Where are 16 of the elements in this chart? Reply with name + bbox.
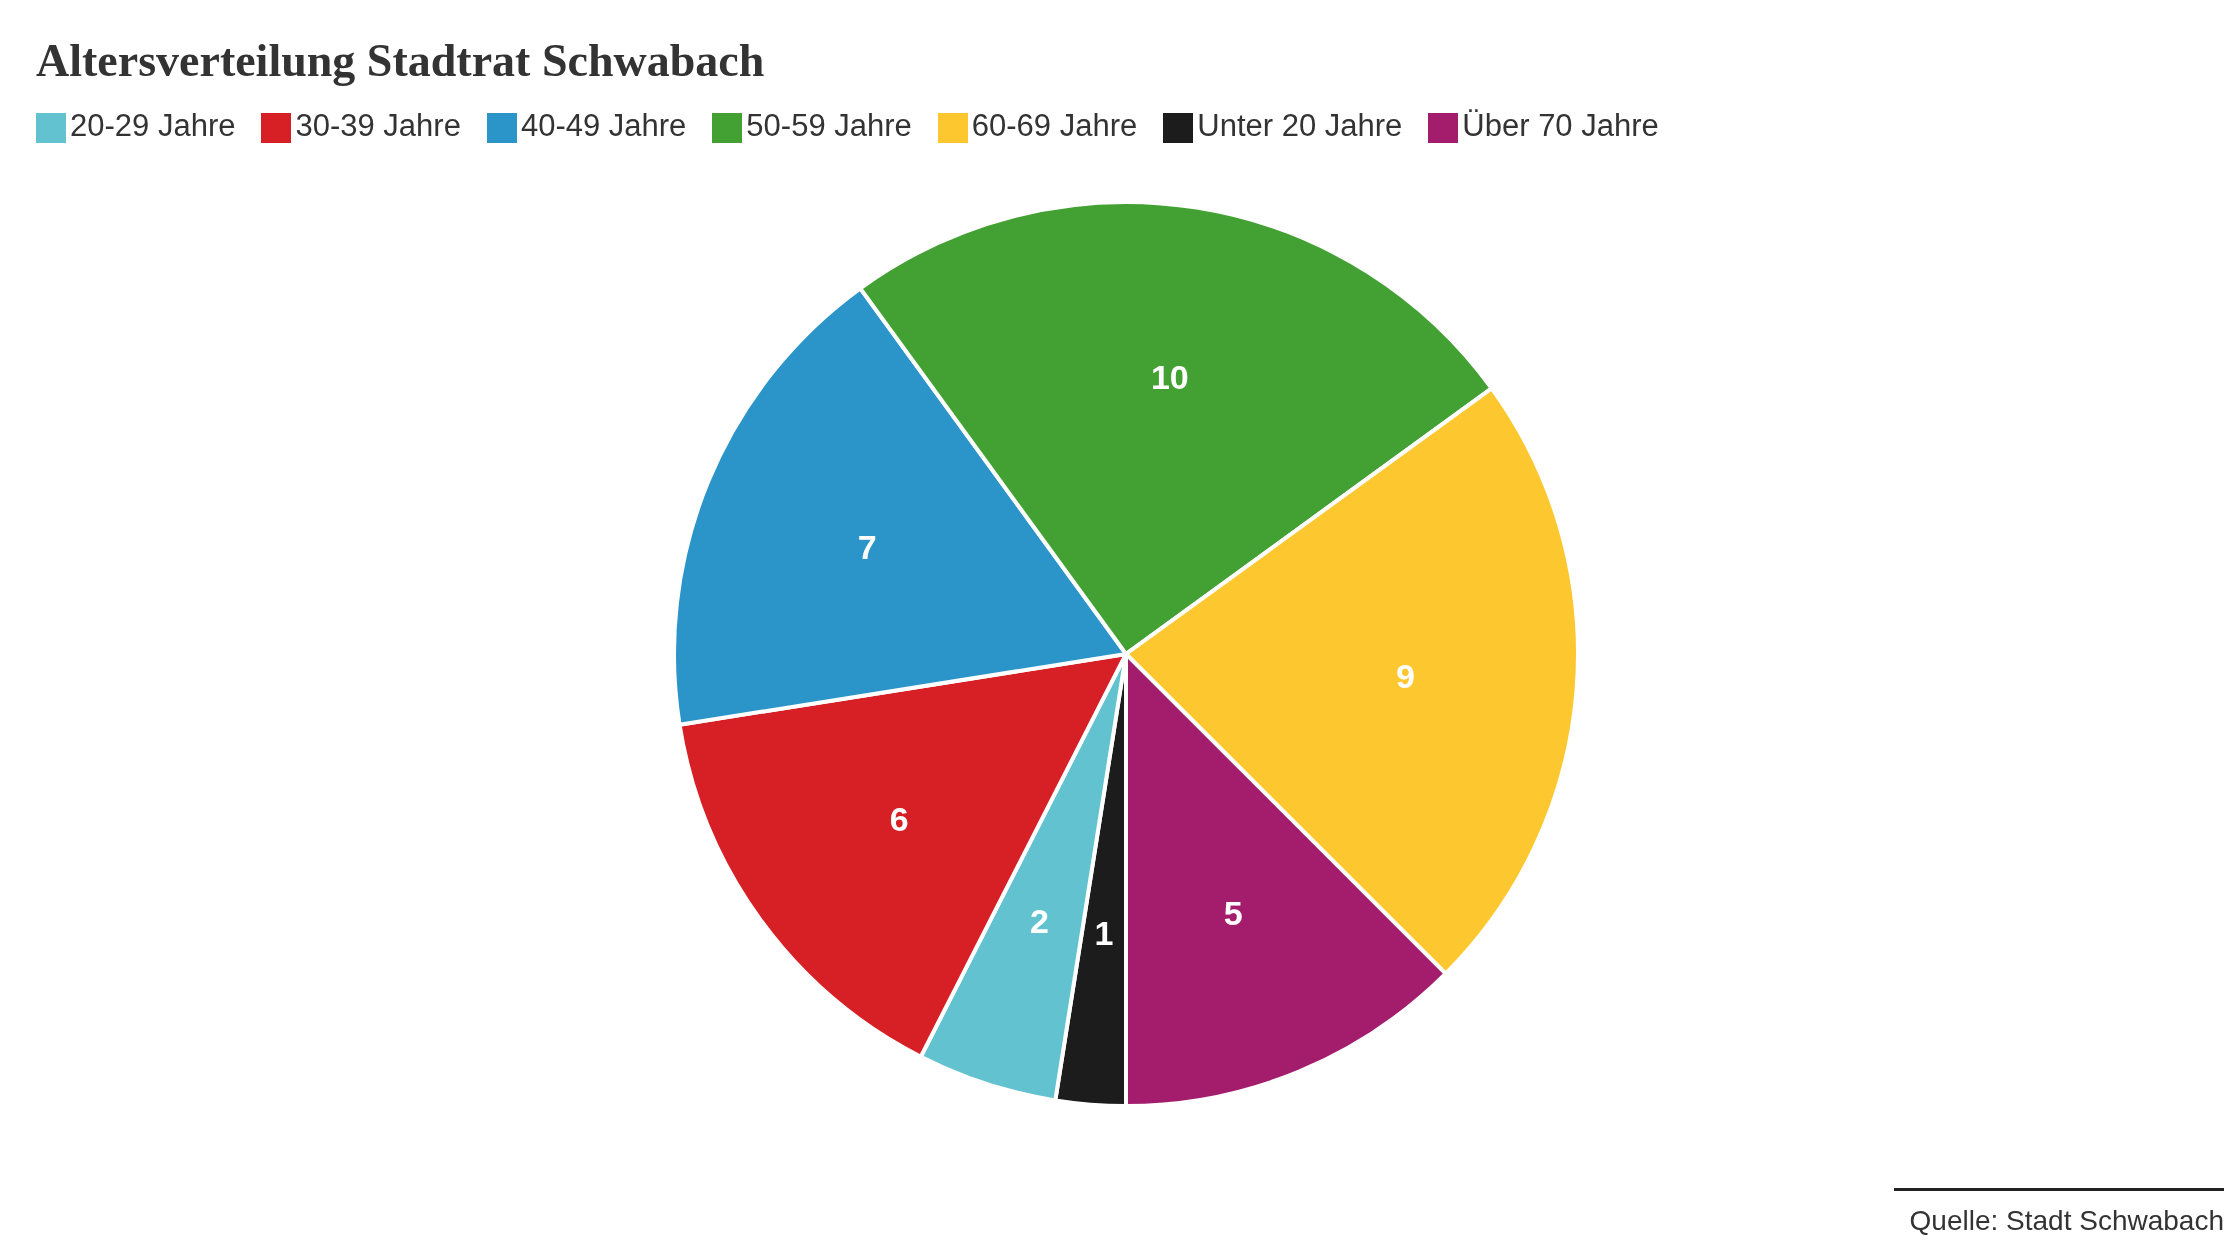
legend-label: 50-59 Jahre [746,108,912,143]
legend-label: 60-69 Jahre [971,108,1138,143]
legend-label: 20-29 Jahre [70,108,236,143]
legend-label: Über 70 Jahre [1462,108,1659,143]
legend-label: 30-39 Jahre [295,108,461,143]
legend-label: 40-49 Jahre [520,108,687,143]
data-label: 1 [1094,914,1114,953]
data-label: 7 [857,527,877,566]
data-label: 9 [1395,656,1415,695]
data-label: 2 [1029,901,1049,940]
data-label: 5 [1223,893,1243,932]
legend-label: Unter 20 Jahre [1197,108,1403,143]
source-note: Quelle: Stadt Schwabach [1894,1188,2224,1237]
data-label: 10 [1150,358,1189,397]
chart-title: Altersverteilung Stadtrat Schwabach [36,34,765,87]
data-label: 6 [889,799,909,838]
